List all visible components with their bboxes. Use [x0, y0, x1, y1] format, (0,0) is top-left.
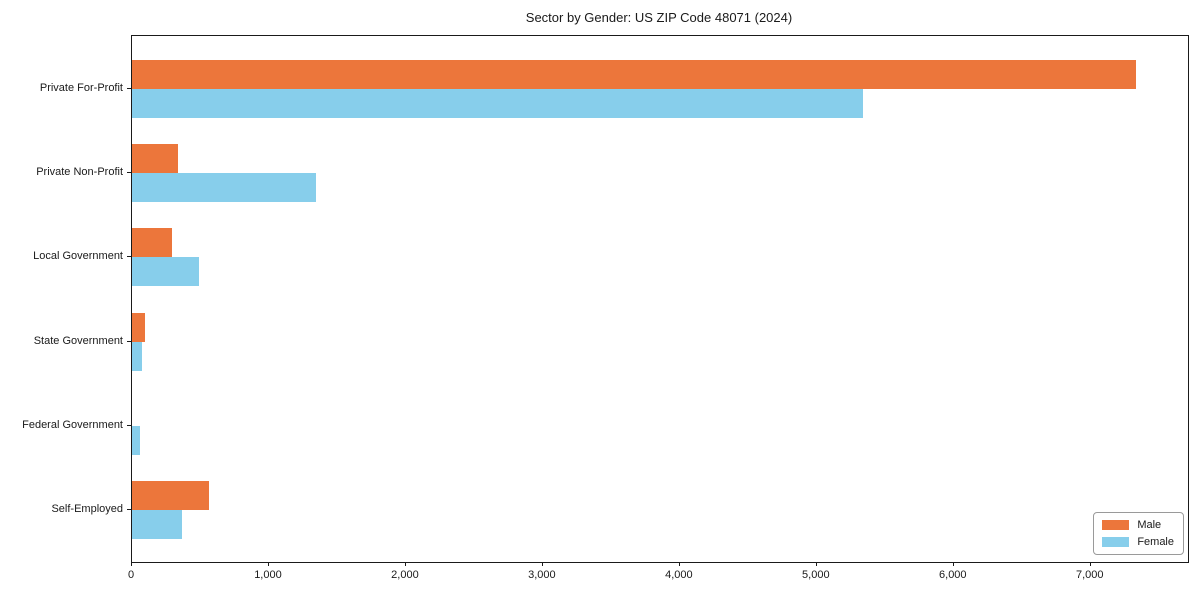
x-axis-tick: [541, 562, 543, 566]
x-axis-tick-label: 2,000: [391, 569, 419, 581]
bar-male-0: [132, 60, 1136, 89]
bar-female-1: [132, 173, 316, 203]
y-axis-category-label: Federal Government: [22, 418, 123, 431]
legend-swatch-female: [1102, 537, 1130, 547]
plot-area: Male Female: [131, 35, 1189, 563]
legend-item-female: Female: [1102, 536, 1174, 548]
bar-female-0: [132, 89, 864, 118]
legend-item-male: Male: [1102, 519, 1174, 531]
y-axis-category-label: Private Non-Profit: [36, 166, 123, 179]
bar-female-5: [132, 510, 182, 539]
y-axis-category-label: Local Government: [33, 250, 123, 263]
legend-swatch-male: [1102, 520, 1130, 530]
x-axis-tick-label: 1,000: [254, 569, 282, 581]
y-axis-category-label: Self-Employed: [51, 503, 123, 515]
x-axis-tick: [815, 562, 817, 566]
x-axis-tick: [404, 562, 406, 566]
legend: Male Female: [1093, 512, 1184, 555]
y-axis-category-label: State Government: [33, 334, 123, 347]
y-axis-tick: [127, 172, 131, 174]
bar-male-3: [132, 312, 145, 342]
legend-label: Male: [1137, 519, 1162, 531]
x-axis-tick-label: 5,000: [802, 569, 830, 581]
x-axis-tick-label: 6,000: [939, 569, 967, 581]
y-axis-tick: [127, 88, 131, 89]
bar-male-1: [132, 144, 178, 174]
bar-male-5: [132, 481, 209, 510]
bar-female-3: [132, 341, 142, 371]
y-axis-tick: [127, 509, 131, 510]
y-axis-category-label: Private For-Profit: [39, 82, 123, 94]
y-axis-tick: [127, 256, 131, 258]
x-axis-tick-label: 7,000: [1075, 569, 1104, 581]
legend-label: Female: [1137, 536, 1174, 548]
x-axis-tick-label: 3,000: [528, 569, 556, 581]
x-axis-tick: [1089, 562, 1091, 566]
x-axis-tick: [267, 562, 269, 566]
bar-female-4: [132, 425, 141, 455]
x-axis-tick: [678, 562, 680, 566]
bar-male-2: [132, 228, 172, 258]
y-axis-tick: [127, 424, 131, 426]
x-axis-tick-label: 0: [127, 569, 135, 581]
chart-title: Sector by Gender: US ZIP Code 48071 (202…: [525, 10, 793, 25]
x-axis-tick: [131, 562, 132, 566]
bar-female-2: [132, 257, 200, 287]
y-axis-tick: [127, 340, 131, 342]
x-axis-tick: [952, 562, 954, 566]
x-axis-tick-label: 4,000: [665, 569, 693, 581]
